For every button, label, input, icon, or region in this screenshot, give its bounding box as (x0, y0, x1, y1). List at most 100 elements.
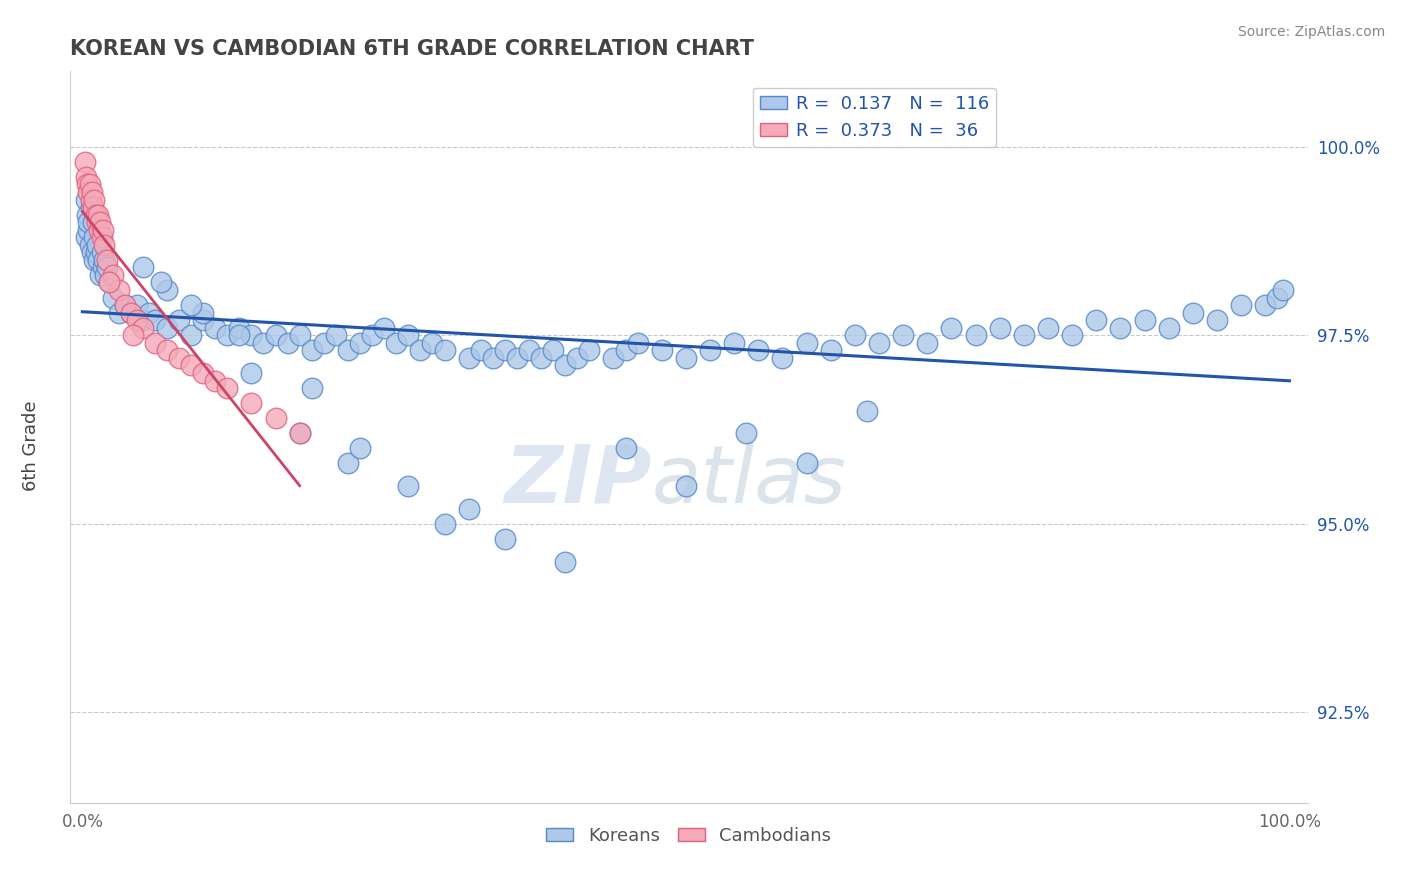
Point (578, 343, 600, 358)
Point (651, 343, 673, 358)
Point (567, 351, 589, 365)
Point (86, 215, 108, 229)
Point (772, 351, 794, 365)
Point (1157, 320, 1180, 334)
Point (107, 306, 129, 320)
Point (101, 291, 124, 305)
Point (614, 343, 637, 358)
Point (89, 268, 111, 282)
Point (73, 154, 96, 169)
Point (627, 335, 650, 350)
Point (820, 343, 842, 358)
Point (1133, 313, 1156, 327)
Text: KOREAN VS CAMBODIAN 6TH GRADE CORRELATION CHART: KOREAN VS CAMBODIAN 6TH GRADE CORRELATIO… (70, 38, 754, 59)
Point (481, 351, 503, 365)
Point (506, 351, 529, 365)
Point (120, 306, 142, 320)
Point (83, 230, 105, 244)
Point (1267, 291, 1289, 305)
Point (132, 313, 155, 327)
Point (470, 343, 492, 358)
Point (675, 479, 697, 493)
Point (91, 223, 114, 237)
Point (143, 335, 166, 350)
Point (1181, 306, 1204, 320)
Point (1062, 328, 1084, 343)
Point (87, 252, 110, 267)
Point (312, 335, 335, 350)
Point (77, 223, 100, 237)
Point (156, 320, 179, 334)
Point (325, 328, 347, 343)
Point (530, 351, 553, 365)
Point (149, 276, 172, 290)
Point (1036, 320, 1059, 334)
Point (856, 403, 879, 417)
Point (301, 381, 323, 395)
Point (735, 426, 758, 441)
Point (79, 178, 101, 192)
Point (82, 200, 104, 214)
Point (204, 374, 226, 388)
Point (132, 320, 155, 334)
Point (75, 169, 97, 184)
Point (75, 230, 97, 244)
Point (191, 306, 214, 320)
Point (132, 260, 155, 275)
Point (675, 351, 697, 365)
Point (114, 298, 136, 312)
Point (301, 343, 323, 358)
Point (94, 268, 117, 282)
Point (86, 237, 108, 252)
Point (167, 351, 190, 365)
Point (1206, 313, 1229, 327)
Point (422, 335, 444, 350)
Point (409, 343, 432, 358)
Point (84, 208, 107, 222)
Point (1109, 320, 1132, 334)
Point (457, 351, 479, 365)
Point (90, 245, 112, 260)
Point (1012, 328, 1035, 343)
Point (143, 313, 166, 327)
Point (277, 335, 299, 350)
Point (80, 200, 103, 214)
Point (240, 366, 263, 380)
Point (917, 335, 939, 350)
Point (1230, 298, 1253, 312)
Legend: Koreans, Cambodians: Koreans, Cambodians (538, 820, 839, 852)
Point (494, 343, 516, 358)
Point (349, 335, 371, 350)
Point (89, 223, 111, 237)
Point (76, 178, 98, 192)
Point (107, 283, 129, 297)
Point (361, 328, 384, 343)
Point (87, 208, 110, 222)
Point (90, 230, 112, 244)
Point (336, 343, 359, 358)
Point (541, 343, 564, 358)
Point (120, 306, 142, 320)
Text: ZIP: ZIP (505, 442, 652, 520)
Point (747, 343, 769, 358)
Point (122, 328, 145, 343)
Point (80, 185, 103, 199)
Point (217, 381, 239, 395)
Point (965, 328, 987, 343)
Point (288, 426, 311, 441)
Point (252, 335, 274, 350)
Point (517, 343, 540, 358)
Point (373, 320, 395, 334)
Point (82, 215, 104, 229)
Point (83, 252, 105, 267)
Point (97, 276, 120, 290)
Point (433, 343, 456, 358)
Point (614, 442, 637, 456)
Point (191, 366, 214, 380)
Point (1272, 283, 1295, 297)
Text: Source: ZipAtlas.com: Source: ZipAtlas.com (1237, 25, 1385, 39)
Point (385, 335, 408, 350)
Point (91, 260, 114, 275)
Point (89, 215, 111, 229)
Point (396, 479, 419, 493)
